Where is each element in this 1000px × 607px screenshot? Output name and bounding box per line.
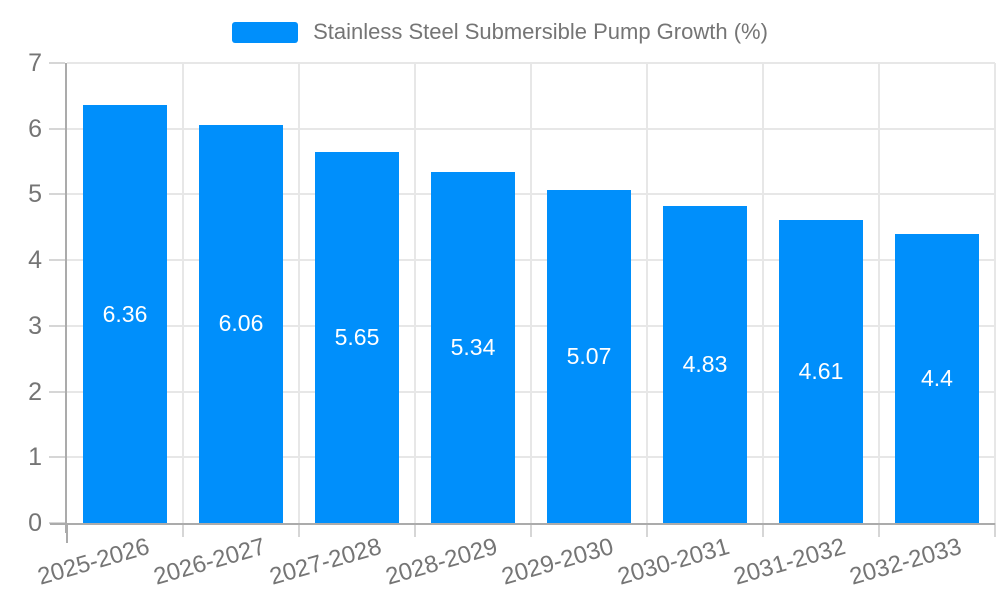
- y-axis-line: [65, 63, 67, 533]
- bar-value-label: 4.4: [921, 364, 953, 391]
- bar-2028-2029[interactable]: 5.34: [431, 172, 515, 523]
- bar-2032-2033[interactable]: 4.4: [895, 233, 979, 523]
- y-axis-tick: [49, 127, 65, 130]
- y-axis-label: 2: [28, 377, 42, 406]
- bar-2025-2026[interactable]: 6.36: [83, 105, 167, 523]
- x-gridline: [298, 63, 300, 523]
- x-gridline: [878, 63, 880, 523]
- bar-value-label: 5.34: [450, 334, 496, 361]
- legend-label: Stainless Steel Submersible Pump Growth …: [313, 19, 768, 44]
- x-axis-tick: [182, 523, 184, 537]
- bar-value-label: 4.61: [798, 358, 844, 385]
- x-axis-tick: [298, 523, 300, 537]
- x-axis-tick: [66, 523, 68, 543]
- y-axis-label: 4: [28, 246, 42, 275]
- legend-item[interactable]: Stainless Steel Submersible Pump Growth …: [0, 19, 1000, 44]
- x-axis-line: [50, 523, 995, 525]
- x-axis-tick: [646, 523, 648, 537]
- y-axis-tick: [49, 259, 65, 262]
- y-axis-label: 6: [28, 114, 42, 143]
- bar-2027-2028[interactable]: 5.65: [315, 151, 399, 523]
- x-gridline: [762, 63, 764, 523]
- y-axis-tick: [49, 193, 65, 196]
- y-axis-tick: [49, 456, 65, 459]
- y-axis-label: 7: [28, 49, 42, 77]
- y-axis-tick: [49, 62, 65, 64]
- bar-2030-2031[interactable]: 4.83: [663, 205, 747, 523]
- bar-value-label: 4.83: [682, 350, 728, 377]
- x-gridline: [994, 63, 996, 523]
- bar-value-label: 5.07: [566, 342, 612, 369]
- y-axis-tick: [49, 324, 65, 327]
- x-axis-tick: [530, 523, 532, 537]
- x-gridline: [530, 63, 532, 523]
- x-gridline: [646, 63, 648, 523]
- bar-2026-2027[interactable]: 6.06: [199, 124, 283, 523]
- y-axis-label: 5: [28, 180, 42, 209]
- x-axis-tick: [414, 523, 416, 537]
- x-axis-tick: [994, 523, 996, 537]
- x-gridline: [182, 63, 184, 523]
- x-axis-tick: [762, 523, 764, 537]
- y-axis-label: 0: [28, 509, 42, 537]
- bar-2029-2030[interactable]: 5.07: [547, 189, 631, 523]
- y-axis-label: 3: [28, 311, 42, 340]
- bar-2031-2032[interactable]: 4.61: [779, 220, 863, 523]
- legend-swatch-icon: [232, 21, 299, 43]
- x-gridline: [414, 63, 416, 523]
- bar-value-label: 5.65: [334, 323, 380, 350]
- y-axis-tick: [49, 390, 65, 393]
- bar-value-label: 6.36: [102, 300, 148, 327]
- plot-area: 0 1 2 3 4 5 6 7 6.36 6.06 5.65 5.34 5.07 4.83 4.61 4.4…: [28, 49, 996, 591]
- bar-value-label: 6.06: [218, 310, 264, 337]
- x-axis-tick: [878, 523, 880, 537]
- y-axis-label: 1: [28, 443, 42, 472]
